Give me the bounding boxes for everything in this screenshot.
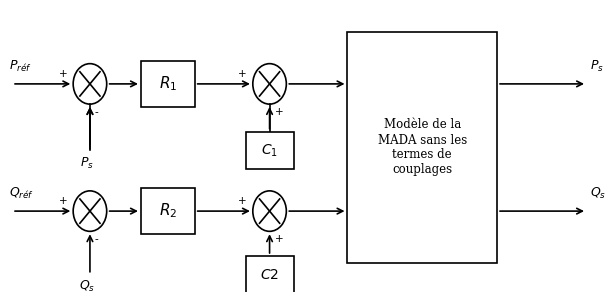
- Text: +: +: [238, 196, 247, 206]
- Text: $C_1$: $C_1$: [261, 142, 278, 159]
- Text: +: +: [238, 69, 247, 79]
- Text: +: +: [59, 196, 67, 206]
- Text: $P_{réf}$: $P_{réf}$: [9, 59, 32, 74]
- Text: +: +: [59, 69, 67, 79]
- Text: +: +: [274, 107, 284, 117]
- FancyBboxPatch shape: [141, 188, 195, 234]
- Text: $Q_s$: $Q_s$: [79, 279, 95, 294]
- Text: -: -: [95, 234, 99, 244]
- FancyBboxPatch shape: [141, 61, 195, 107]
- Text: $Q_{réf}$: $Q_{réf}$: [9, 186, 34, 201]
- Text: -: -: [95, 107, 99, 117]
- FancyBboxPatch shape: [246, 256, 293, 294]
- Text: $\boldsymbol{P_s}$: $\boldsymbol{P_s}$: [590, 59, 604, 74]
- Text: $P_s$: $P_s$: [80, 156, 94, 171]
- Text: $C2$: $C2$: [260, 268, 279, 282]
- FancyBboxPatch shape: [246, 132, 293, 169]
- FancyBboxPatch shape: [348, 32, 497, 263]
- Text: $R_2$: $R_2$: [159, 202, 177, 220]
- Text: $R_1$: $R_1$: [159, 75, 177, 93]
- Text: +: +: [274, 234, 284, 244]
- Text: Modèle de la
MADA sans les
termes de
couplages: Modèle de la MADA sans les termes de cou…: [378, 119, 467, 176]
- Text: $\boldsymbol{Q_s}$: $\boldsymbol{Q_s}$: [590, 186, 606, 201]
